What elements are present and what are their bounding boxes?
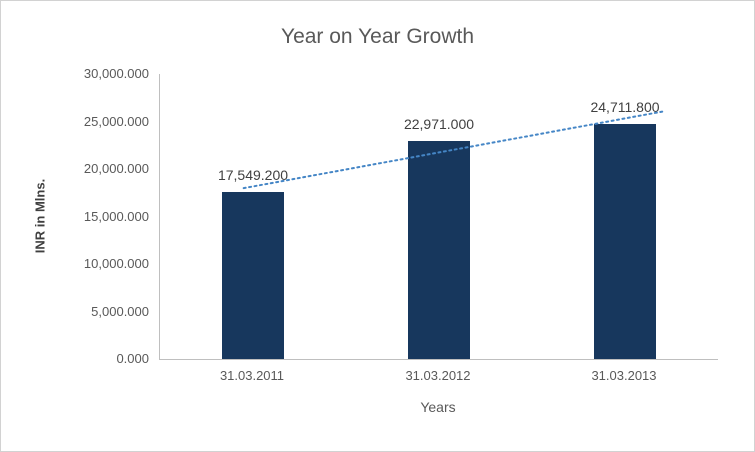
plot-area: 17,549.200 22,971.000 24,711.800 bbox=[159, 74, 718, 360]
x-category-label: 31.03.2011 bbox=[219, 368, 285, 383]
bar-value-label: 17,549.200 bbox=[217, 167, 289, 184]
y-tick-label: 10,000.000 bbox=[83, 256, 149, 271]
y-tick-label: 25,000.000 bbox=[83, 113, 149, 129]
y-tick-label: 15,000.000 bbox=[83, 208, 149, 224]
bar bbox=[222, 192, 284, 359]
trendline bbox=[242, 110, 664, 190]
y-tick-label: 5,000.000 bbox=[91, 303, 149, 319]
bar-value-label: 24,711.800 bbox=[590, 99, 660, 116]
x-category-label: 31.03.2012 bbox=[405, 368, 471, 383]
y-tick-label: 20,000.000 bbox=[83, 161, 149, 176]
y-tick-label: 0.000 bbox=[116, 351, 149, 366]
bar bbox=[594, 124, 656, 359]
x-category-label: 31.03.2013 bbox=[591, 368, 657, 383]
x-axis-title: Years bbox=[420, 399, 456, 415]
bar bbox=[408, 140, 470, 359]
bar-value-label: 22,971.000 bbox=[403, 115, 475, 132]
chart-title: Year on Year Growth bbox=[280, 25, 475, 48]
y-tick-label: 30,000.000 bbox=[83, 66, 149, 81]
